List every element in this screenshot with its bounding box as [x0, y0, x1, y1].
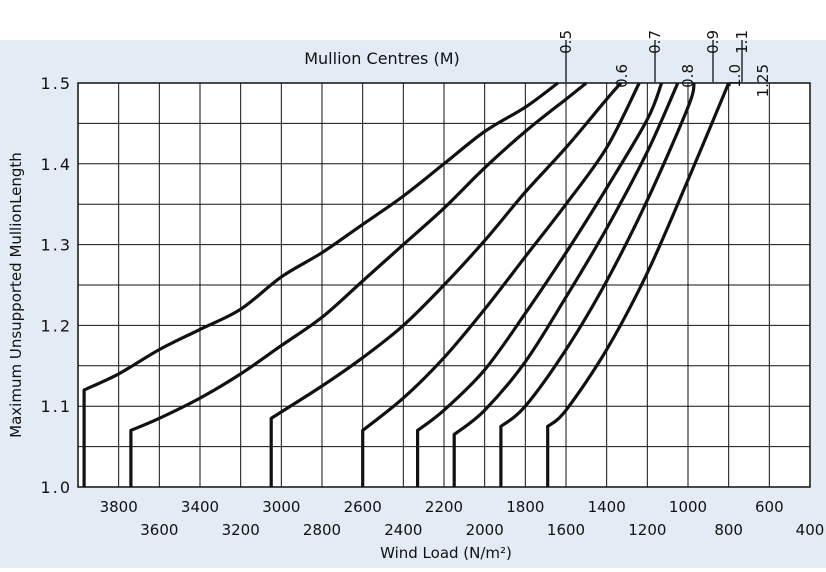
y-tick-label: 1.3	[41, 236, 72, 255]
series-line-0-7	[269, 81, 623, 487]
y-tick-label: 1.2	[41, 316, 72, 335]
x-tick-label-lower: 2800	[303, 521, 341, 539]
x-tick-label-upper: 1400	[588, 498, 626, 516]
x-tick-label-lower: 800	[714, 521, 743, 539]
x-tick-label-lower: 3200	[222, 521, 260, 539]
series-line-1-25	[546, 82, 731, 487]
x-tick-label-upper: 2200	[425, 498, 463, 516]
series-line-1-1	[499, 82, 696, 487]
x-tick-label-lower: 400	[796, 521, 825, 539]
x-tick-label-lower: 1200	[628, 521, 666, 539]
series-line-0-6	[129, 81, 588, 487]
curve-label: 0.8	[679, 64, 697, 88]
x-tick-label-upper: 2600	[344, 498, 382, 516]
series-line-1-0	[452, 82, 680, 487]
x-tick-label-upper: 3400	[181, 498, 219, 516]
x-tick-label-upper: 1800	[506, 498, 544, 516]
x-tick-label-lower: 2400	[384, 521, 422, 539]
x-axis-title: Wind Load (N/m²)	[380, 544, 512, 562]
x-tick-label-upper: 3800	[100, 498, 138, 516]
x-tick-label-upper: 1000	[669, 498, 707, 516]
series-line-0-5	[82, 81, 559, 487]
curve-label: 1.25	[754, 64, 772, 97]
y-tick-label: 1.0	[41, 478, 72, 497]
curve-label: 0.6	[613, 64, 631, 88]
x-tick-label-lower: 3600	[140, 521, 178, 539]
y-axis-title: Maximum Unsupported MullionLength	[7, 152, 25, 438]
plot-frame	[77, 82, 811, 488]
x-tick-label-upper: 3000	[262, 498, 300, 516]
series-line-0-8	[361, 82, 641, 487]
chart-title: Mullion Centres (M)	[304, 49, 460, 68]
x-tick-label-upper: 600	[755, 498, 784, 516]
y-tick-label: 1.4	[41, 155, 72, 174]
curve-label: 1.0	[726, 64, 744, 88]
y-tick-label: 1.5	[41, 74, 72, 93]
y-tick-label: 1.1	[41, 397, 72, 416]
x-tick-label-lower: 2000	[466, 521, 504, 539]
series-line-0-9	[416, 82, 664, 487]
x-tick-label-lower: 1600	[547, 521, 585, 539]
